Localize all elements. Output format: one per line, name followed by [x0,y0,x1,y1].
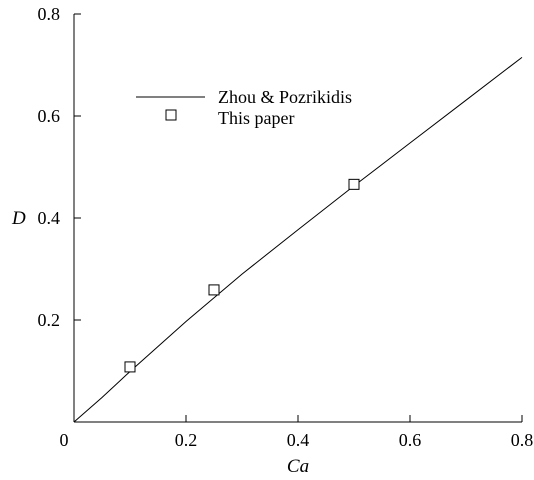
legend: Zhou & Pozrikidis This paper [136,87,352,128]
y-axis-label: D [11,208,26,229]
y-tick-label: 0.2 [38,310,61,330]
x-tick-label: 0.4 [287,430,310,450]
x-axis-label: Ca [287,456,309,477]
x-tick-label: 0.6 [399,430,422,450]
y-tick-label: 0.6 [38,106,61,126]
x-tick-label: 0.2 [175,430,198,450]
x-tick-label: 0.8 [511,430,534,450]
legend-label-this-paper: This paper [218,108,294,128]
data-point-this-paper [124,361,136,373]
y-tick-label: 0.4 [38,208,61,228]
data-point-this-paper [208,284,220,296]
tick-labels: 0 0.2 0.4 0.6 0.8 0.2 0.4 0.6 0.8 [38,4,534,450]
y-tick-label: 0.8 [38,4,61,24]
x-tick-label: 0 [60,430,69,450]
legend-label-zhou-pozrikidis: Zhou & Pozrikidis [218,87,352,107]
series-line-zhou-pozrikidis [73,56,523,423]
axes [73,14,522,423]
data-point-this-paper [348,178,360,190]
legend-square-swatch [165,109,177,121]
plot-area [73,56,523,423]
ticks [74,13,523,422]
